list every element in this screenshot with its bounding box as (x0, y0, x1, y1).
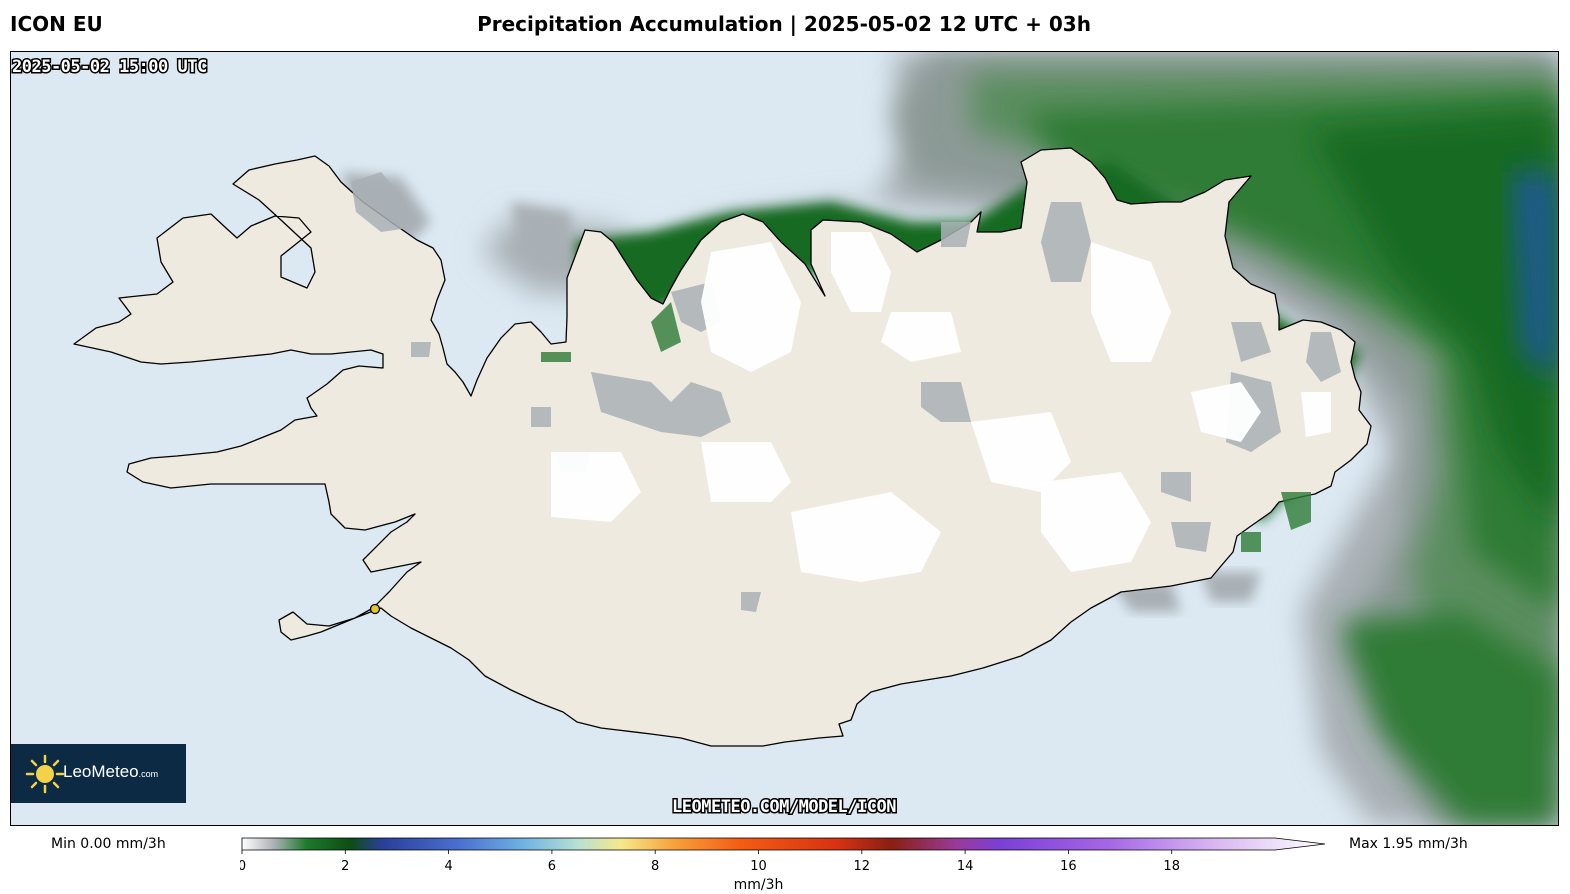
valid-time-label: 2025-05-02 15:00 UTC (12, 57, 207, 77)
precipitation-map: 2025-05-02 15:00 UTC LEOMETEO.COM/MODEL/… (11, 52, 1558, 825)
location-marker (369, 603, 381, 615)
colorbar-tick-label: 8 (651, 859, 659, 874)
colorbar-gradient (241, 837, 1326, 851)
min-value-label: Min 0.00 mm/3h (51, 836, 166, 852)
logo-wordmark: LeoMeteo.com (63, 762, 158, 782)
logo-name: LeoMeteo (63, 762, 139, 781)
sun-icon (25, 754, 65, 794)
land-precip-patches (351, 172, 1341, 612)
map-title: Precipitation Accumulation | 2025-05-02 … (477, 12, 1091, 36)
map-panel: 2025-05-02 15:00 UTC LEOMETEO.COM/MODEL/… (10, 51, 1559, 826)
colorbar: 0 2 4 6 8 10 12 14 16 18 (240, 837, 1326, 874)
colorbar-tick-label: 4 (444, 859, 452, 874)
colorbar-unit-label: mm/3h (733, 877, 784, 893)
colorbar-tick-label: 12 (854, 859, 871, 874)
colorbar-tick-label: 14 (957, 859, 974, 874)
logo-suffix: .com (138, 769, 159, 779)
colorbar-tick-label: 6 (548, 859, 556, 874)
model-label: ICON EU (10, 12, 103, 36)
leometeo-logo[interactable]: LeoMeteo.com (11, 744, 186, 803)
colorbar-tick-label: 2 (341, 859, 349, 874)
colorbar-tick-label: 10 (750, 859, 767, 874)
watermark: LEOMETEO.COM/MODEL/ICON (672, 797, 896, 817)
max-value-label: Max 1.95 mm/3h (1349, 836, 1468, 852)
colorbar-ticks: 0 2 4 6 8 10 12 14 16 18 (240, 850, 1180, 874)
colorbar-tick-label: 16 (1060, 859, 1077, 874)
colorbar-tick-label: 18 (1163, 859, 1180, 874)
colorbar-tick-label: 0 (240, 859, 246, 874)
